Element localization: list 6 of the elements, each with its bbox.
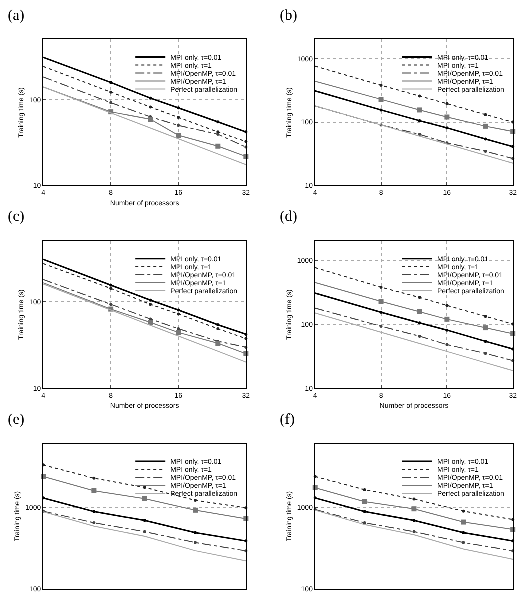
chart-title: (d) xyxy=(280,209,298,225)
chart-title: (a) xyxy=(8,8,25,24)
chart-title: (c) xyxy=(8,209,25,225)
chart-title: (f) xyxy=(280,412,295,428)
chart-title: (e) xyxy=(8,412,25,428)
chart-title: (b) xyxy=(280,8,298,24)
